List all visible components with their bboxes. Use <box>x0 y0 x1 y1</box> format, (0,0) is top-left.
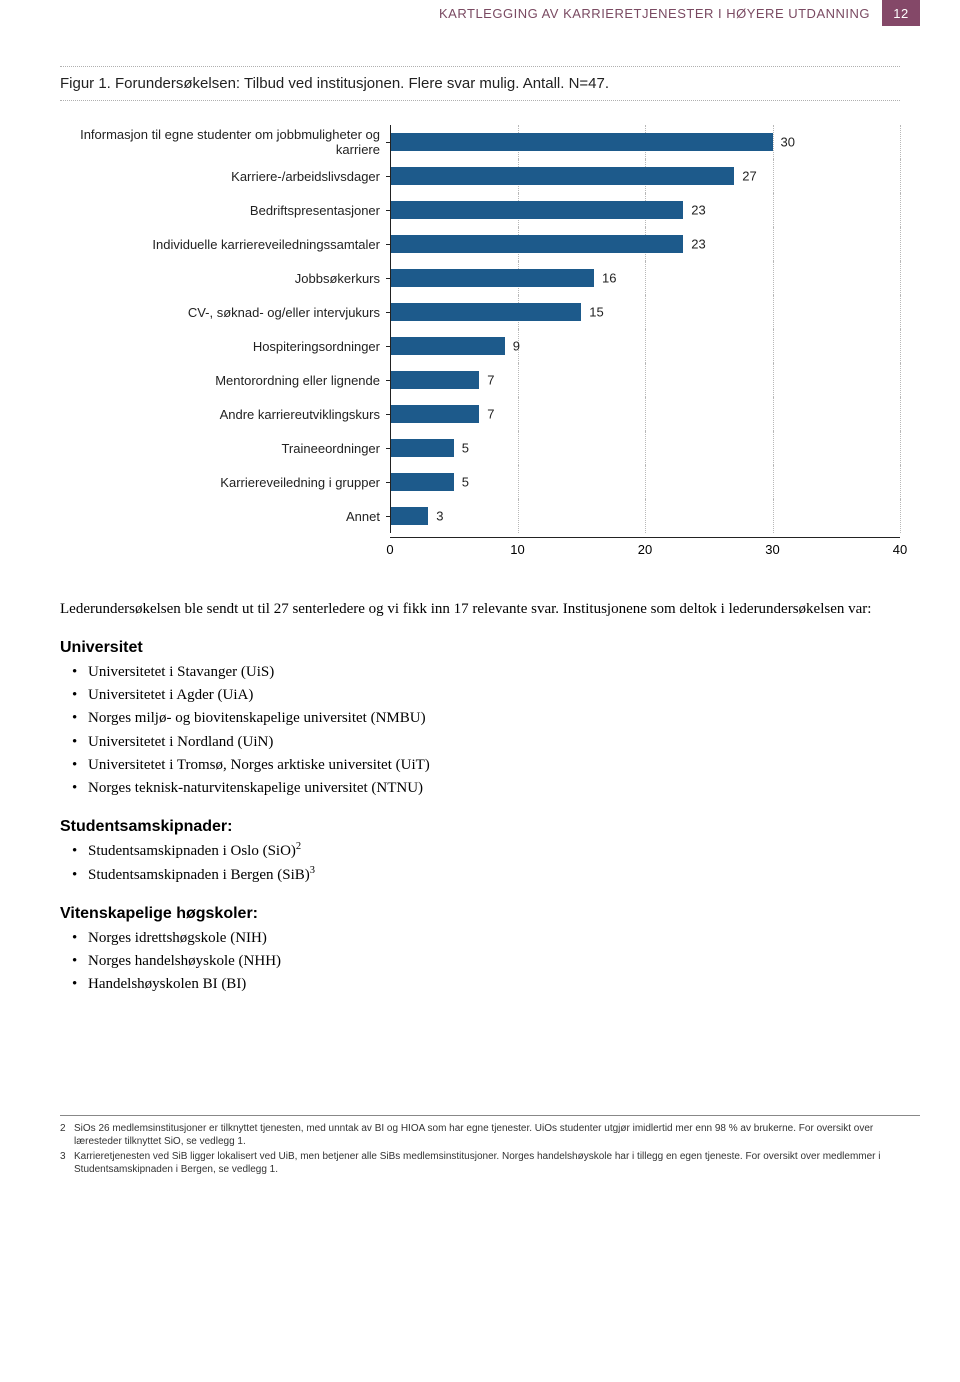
running-header: KARTLEGGING AV KARRIERETJENESTER I HØYER… <box>0 0 960 26</box>
chart-bar <box>390 371 479 389</box>
chart-row: Hospiteringsordninger 9 <box>60 329 900 363</box>
chart-category-label: CV-, søknad- og/eller intervjukurs <box>60 305 390 320</box>
chart-category-label: Traineeordninger <box>60 441 390 456</box>
footnotes: 2SiOs 26 medlemsinstitusjoner er tilknyt… <box>60 1115 920 1177</box>
footnote-number: 3 <box>60 1150 74 1177</box>
section-heading: Vitenskapelige høgskoler: <box>60 905 900 923</box>
chart-bar <box>390 337 505 355</box>
page-content: Figur 1. Forundersøkelsen: Tilbud ved in… <box>0 26 960 1035</box>
chart-value-label: 9 <box>505 339 520 354</box>
chart-plot-cell: 9 <box>390 329 900 363</box>
list-item: Universitetet i Tromsø, Norges arktiske … <box>88 754 900 777</box>
axis-tick-label: 0 <box>386 542 393 557</box>
chart-row: Traineeordninger 5 <box>60 431 900 465</box>
chart-plot-cell: 16 <box>390 261 900 295</box>
list-item: Norges teknisk-naturvitenskapelige unive… <box>88 777 900 800</box>
chart-row: Karriere-/arbeidslivsdager 27 <box>60 159 900 193</box>
chart-value-label: 30 <box>773 135 795 150</box>
chart-plot-cell: 23 <box>390 227 900 261</box>
list-item: Norges handelshøyskole (NHH) <box>88 950 900 973</box>
chart-plot-cell: 7 <box>390 397 900 431</box>
footnote-number: 2 <box>60 1122 74 1149</box>
chart-plot-cell: 15 <box>390 295 900 329</box>
chart-value-label: 7 <box>479 373 494 388</box>
chart-value-label: 23 <box>683 237 705 252</box>
chart-bar <box>390 405 479 423</box>
list-item: Norges idrettshøgskole (NIH) <box>88 927 900 950</box>
chart-plot-cell: 27 <box>390 159 900 193</box>
list-sections: Universitet Universitetet i Stavanger (Ui… <box>60 639 900 997</box>
chart-value-label: 3 <box>428 509 443 524</box>
list-item: Universitetet i Agder (UiA) <box>88 684 900 707</box>
chart-category-label: Karriereveiledning i grupper <box>60 475 390 490</box>
chart-bar <box>390 473 454 491</box>
axis-tick-label: 40 <box>893 542 907 557</box>
chart-category-label: Annet <box>60 509 390 524</box>
chart-value-label: 23 <box>683 203 705 218</box>
list-item: Norges miljø- og biovitenskapelige unive… <box>88 707 900 730</box>
chart-value-label: 27 <box>734 169 756 184</box>
chart-bar <box>390 201 683 219</box>
chart-value-label: 7 <box>479 407 494 422</box>
chart-value-label: 15 <box>581 305 603 320</box>
chart-plot-cell: 7 <box>390 363 900 397</box>
footnote: 2SiOs 26 medlemsinstitusjoner er tilknyt… <box>60 1122 920 1149</box>
chart-row: CV-, søknad- og/eller intervjukurs 15 <box>60 295 900 329</box>
bullet-list: Universitetet i Stavanger (UiS)Universit… <box>60 661 900 801</box>
intro-paragraph: Lederundersøkelsen ble sendt ut til 27 s… <box>60 599 900 621</box>
list-item: Studentsamskipnaden i Oslo (SiO)2 <box>88 840 900 863</box>
chart-category-label: Individuelle karriereveiledningssamtaler <box>60 237 390 252</box>
bar-chart: Informasjon til egne studenter om jobbmu… <box>60 125 900 559</box>
chart-value-label: 16 <box>594 271 616 286</box>
axis-tick-label: 20 <box>638 542 652 557</box>
chart-row: Bedriftspresentasjoner 23 <box>60 193 900 227</box>
bullet-list: Studentsamskipnaden i Oslo (SiO)2Student… <box>60 840 900 887</box>
footnote-text: Karrieretjenesten ved SiB ligger lokalis… <box>74 1150 920 1177</box>
list-item: Universitetet i Nordland (UiN) <box>88 731 900 754</box>
chart-row: Mentorordning eller lignende 7 <box>60 363 900 397</box>
figure-caption: Figur 1. Forundersøkelsen: Tilbud ved in… <box>60 66 900 101</box>
running-title: KARTLEGGING AV KARRIERETJENESTER I HØYER… <box>439 6 870 21</box>
chart-bar <box>390 167 734 185</box>
chart-category-label: Informasjon til egne studenter om jobbmu… <box>60 127 390 157</box>
chart-row: Individuelle karriereveiledningssamtaler… <box>60 227 900 261</box>
chart-plot-cell: 30 <box>390 125 900 159</box>
footnote: 3Karrieretjenesten ved SiB ligger lokali… <box>60 1150 920 1177</box>
chart-bar <box>390 235 683 253</box>
chart-plot-cell: 3 <box>390 499 900 533</box>
chart-category-label: Andre karriereutviklingskurs <box>60 407 390 422</box>
list-item: Handelshøyskolen BI (BI) <box>88 973 900 996</box>
chart-plot-cell: 5 <box>390 431 900 465</box>
chart-row: Karriereveiledning i grupper 5 <box>60 465 900 499</box>
chart-category-label: Bedriftspresentasjoner <box>60 203 390 218</box>
bullet-list: Norges idrettshøgskole (NIH)Norges hande… <box>60 927 900 997</box>
chart-plot-cell: 5 <box>390 465 900 499</box>
chart-category-label: Hospiteringsordninger <box>60 339 390 354</box>
chart-category-label: Karriere-/arbeidslivsdager <box>60 169 390 184</box>
chart-bar <box>390 507 428 525</box>
footnote-text: SiOs 26 medlemsinstitusjoner er tilknytt… <box>74 1122 920 1149</box>
chart-bar <box>390 303 581 321</box>
chart-bar <box>390 269 594 287</box>
chart-row: Annet 3 <box>60 499 900 533</box>
chart-row: Jobbsøkerkurs 16 <box>60 261 900 295</box>
list-item: Studentsamskipnaden i Bergen (SiB)3 <box>88 864 900 887</box>
axis-tick-label: 30 <box>765 542 779 557</box>
chart-row: Andre karriereutviklingskurs 7 <box>60 397 900 431</box>
section-heading: Universitet <box>60 639 900 657</box>
chart-bar <box>390 133 773 151</box>
chart-category-label: Jobbsøkerkurs <box>60 271 390 286</box>
chart-bar <box>390 439 454 457</box>
chart-value-label: 5 <box>454 475 469 490</box>
chart-value-label: 5 <box>454 441 469 456</box>
page-number: 12 <box>882 0 920 26</box>
chart-row: Informasjon til egne studenter om jobbmu… <box>60 125 900 159</box>
section-heading: Studentsamskipnader: <box>60 818 900 836</box>
axis-tick-label: 10 <box>510 542 524 557</box>
chart-plot-cell: 23 <box>390 193 900 227</box>
chart-category-label: Mentorordning eller lignende <box>60 373 390 388</box>
list-item: Universitetet i Stavanger (UiS) <box>88 661 900 684</box>
